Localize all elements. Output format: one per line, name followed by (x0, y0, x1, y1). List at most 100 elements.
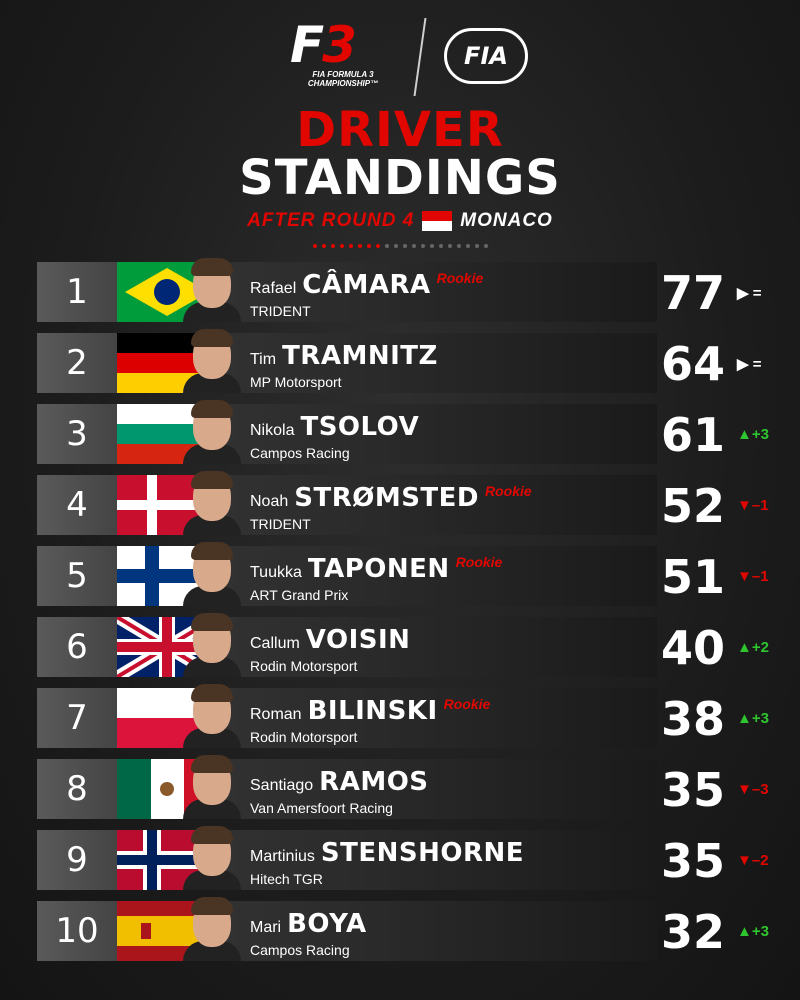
progress-dot (465, 244, 470, 248)
progress-dot (366, 244, 371, 248)
driver-first-name: Tuukka (250, 564, 302, 581)
rookie-badge: Rookie (485, 483, 532, 499)
driver-portrait (177, 682, 247, 748)
progress-dot (348, 244, 353, 248)
driver-last-name: CÂMARA (302, 270, 431, 300)
progress-dot (357, 244, 362, 248)
progress-dot (429, 244, 434, 248)
position-change: ▼–1 (737, 568, 769, 585)
progress-dot (375, 244, 380, 248)
driver-first-name: Roman (250, 706, 302, 723)
position-change: ▼–1 (737, 497, 769, 514)
standings-row: 2 Tim TRAMNITZ MP Motorsport 64 ▶ = (37, 329, 777, 393)
position-number: 5 (37, 546, 117, 606)
team-name: Van Amersfoort Racing (250, 800, 393, 816)
progress-dot (402, 244, 407, 248)
driver-first-name: Nikola (250, 422, 295, 439)
driver-last-name: TAPONEN (307, 554, 450, 584)
driver-last-name: STENSHORNE (320, 838, 525, 868)
standings-row: 8 Santiago RAMOS Van Amersfoort Racing 35 ▼–3 (37, 755, 777, 819)
progress-dot (420, 244, 425, 248)
points-value: 40 (660, 621, 725, 675)
driver-name: Tim TRAMNITZ (250, 341, 438, 371)
standings-row: 3 Nikola TSOLOV Campos Racing 61 ▲+3 (37, 400, 777, 464)
page-title-line-2: STANDINGS (239, 150, 561, 206)
progress-dot (321, 244, 326, 248)
position-change: ▲+3 (737, 710, 769, 727)
driver-name: Noah STRØMSTED Rookie (250, 483, 532, 513)
position-change: ▲+3 (737, 923, 769, 940)
driver-name: Santiago RAMOS (250, 767, 429, 797)
driver-name: Tuukka TAPONEN Rookie (250, 554, 502, 584)
driver-first-name: Martinius (250, 848, 315, 865)
driver-name: Martinius STENSHORNE (250, 838, 524, 868)
driver-first-name: Noah (250, 493, 289, 510)
logo-divider (413, 18, 427, 96)
driver-name: Rafael CÂMARA Rookie (250, 270, 483, 300)
position-number: 10 (37, 901, 117, 961)
position-number: 4 (37, 475, 117, 535)
fia-logo: FIA (444, 28, 528, 84)
page-title-line-1: DRIVER (296, 102, 504, 158)
header: F3 FIA FORMULA 3 CHAMPIONSHIP™ FIA DRIVE… (0, 0, 800, 260)
standings-row: 4 Noah STRØMSTED Rookie TRIDENT 52 ▼–1 (37, 471, 777, 535)
f3-logo: F3 FIA FORMULA 3 CHAMPIONSHIP™ (278, 18, 408, 98)
points-value: 32 (660, 905, 725, 959)
round-subtitle: AFTER ROUND 4 MONACO (0, 208, 800, 234)
position-number: 9 (37, 830, 117, 890)
points-value: 61 (660, 408, 725, 462)
progress-dot (438, 244, 443, 248)
team-name: MP Motorsport (250, 374, 342, 390)
points-value: 35 (660, 763, 725, 817)
team-name: TRIDENT (250, 303, 311, 319)
driver-portrait (177, 824, 247, 890)
position-number: 3 (37, 404, 117, 464)
f3-logo-subtext: FIA FORMULA 3 CHAMPIONSHIP™ (307, 70, 379, 88)
driver-last-name: STRØMSTED (294, 483, 480, 513)
driver-portrait (177, 469, 247, 535)
standings-row: 6 Callum VOISIN Rodin Motorsport 40 ▲+2 (37, 613, 777, 677)
driver-last-name: BILINSKI (307, 696, 438, 726)
driver-name: Roman BILINSKI Rookie (250, 696, 490, 726)
position-change: ▶ = (737, 285, 762, 302)
points-value: 64 (660, 337, 725, 391)
position-change: ▲+2 (737, 639, 769, 656)
driver-last-name: BOYA (287, 909, 367, 939)
driver-last-name: TRAMNITZ (282, 341, 438, 371)
driver-portrait (177, 327, 247, 393)
progress-dot (393, 244, 398, 248)
team-name: ART Grand Prix (250, 587, 349, 603)
driver-first-name: Callum (250, 635, 300, 652)
monaco-flag-icon (422, 211, 453, 231)
team-name: Hitech TGR (250, 871, 323, 887)
position-change: ▲+3 (737, 426, 769, 443)
team-name: Campos Racing (250, 942, 350, 958)
team-name: Rodin Motorsport (250, 658, 358, 674)
driver-last-name: VOISIN (305, 625, 411, 655)
driver-portrait (177, 895, 247, 961)
rookie-badge: Rookie (443, 696, 491, 712)
progress-dot (483, 244, 488, 248)
progress-dot (474, 244, 479, 248)
standings-row: 1 Rafael CÂMARA Rookie TRIDENT 77 ▶ = (37, 258, 777, 322)
team-name: TRIDENT (250, 516, 311, 532)
team-name: Campos Racing (250, 445, 350, 461)
driver-first-name: Santiago (250, 777, 314, 794)
driver-portrait (177, 398, 247, 464)
driver-last-name: RAMOS (319, 767, 429, 797)
standings-row: 7 Roman BILINSKI Rookie Rodin Motorsport 38 ▲+… (37, 684, 777, 748)
position-number: 2 (37, 333, 117, 393)
f3-logo-mark: F3 (290, 16, 357, 74)
driver-portrait (177, 256, 247, 322)
driver-first-name: Rafael (250, 280, 297, 297)
driver-first-name: Tim (250, 351, 277, 368)
progress-dot (339, 244, 344, 248)
driver-portrait (177, 611, 247, 677)
logo-bar: F3 FIA FORMULA 3 CHAMPIONSHIP™ FIA (0, 18, 800, 98)
position-number: 6 (37, 617, 117, 677)
driver-portrait (177, 753, 247, 819)
driver-name: Mari BOYA (250, 909, 367, 939)
rookie-badge: Rookie (455, 554, 503, 570)
driver-name: Callum VOISIN (250, 625, 410, 655)
standings-row: 10 Mari BOYA Campos Racing 32 ▲+3 (37, 897, 777, 961)
